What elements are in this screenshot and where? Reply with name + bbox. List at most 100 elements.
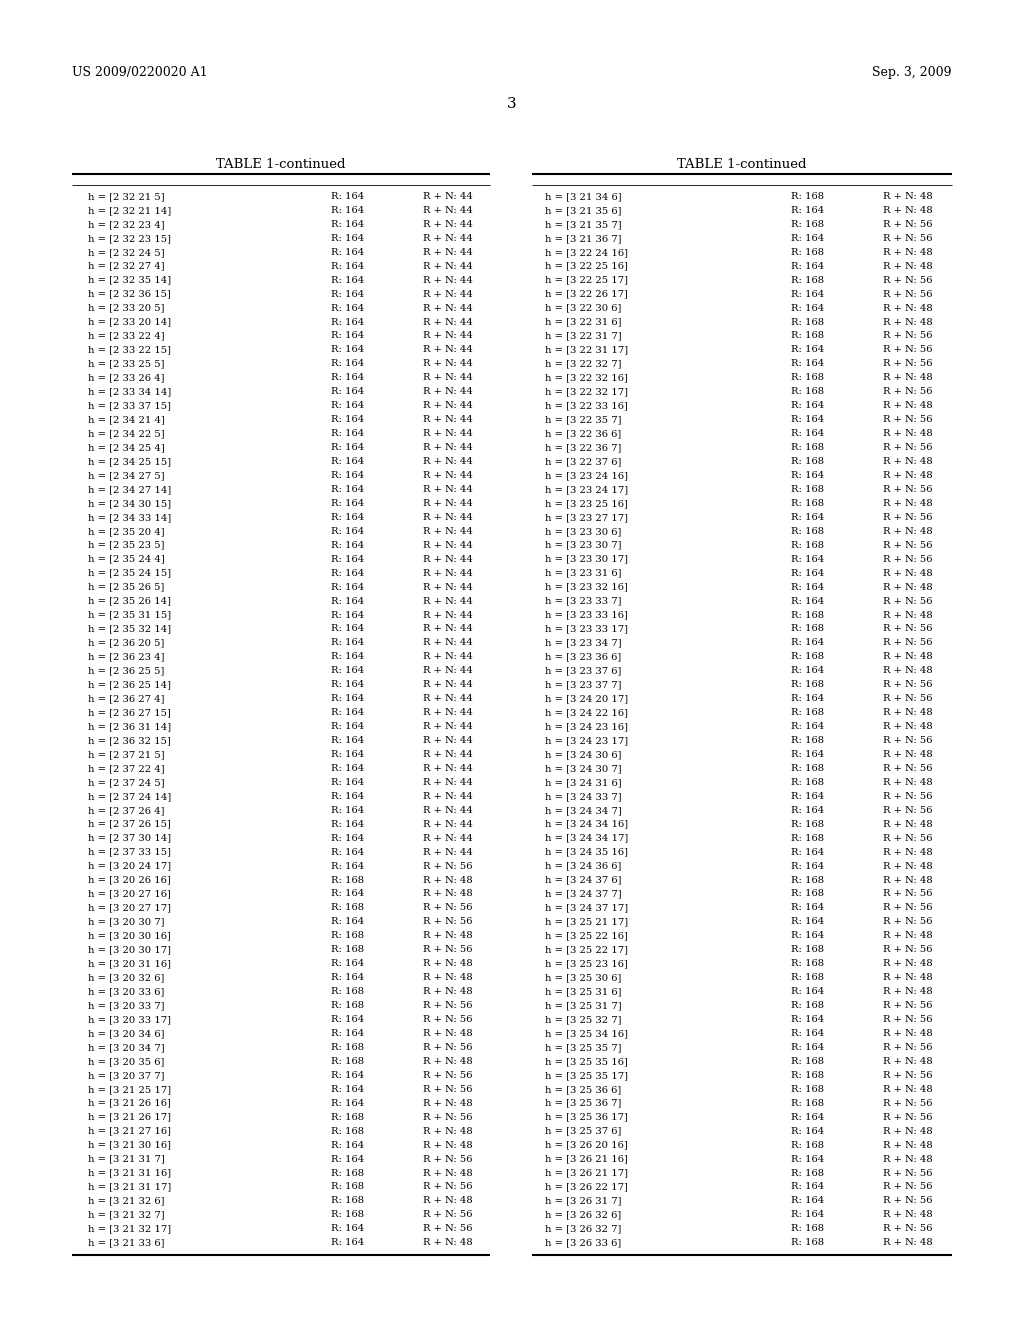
Text: R + N: 48: R + N: 48	[883, 318, 933, 326]
Text: h = [3 20 24 17]: h = [3 20 24 17]	[88, 862, 171, 871]
Text: h = [3 22 35 7]: h = [3 22 35 7]	[545, 416, 622, 424]
Text: R + N: 56: R + N: 56	[884, 554, 933, 564]
Text: R: 164: R: 164	[332, 722, 365, 731]
Text: R + N: 48: R + N: 48	[423, 1127, 473, 1135]
Text: h = [3 20 33 6]: h = [3 20 33 6]	[88, 987, 165, 997]
Text: R + N: 44: R + N: 44	[423, 792, 473, 801]
Text: R + N: 56: R + N: 56	[423, 862, 473, 871]
Text: R: 164: R: 164	[792, 917, 824, 927]
Text: R: 164: R: 164	[332, 1238, 365, 1247]
Text: h = [3 23 33 7]: h = [3 23 33 7]	[545, 597, 622, 606]
Text: h = [3 26 32 6]: h = [3 26 32 6]	[545, 1210, 622, 1220]
Text: h = [3 21 36 7]: h = [3 21 36 7]	[545, 234, 622, 243]
Text: R + N: 48: R + N: 48	[883, 777, 933, 787]
Text: R: 164: R: 164	[792, 862, 824, 871]
Text: R: 164: R: 164	[332, 416, 365, 424]
Text: h = [3 22 25 16]: h = [3 22 25 16]	[545, 261, 628, 271]
Text: h = [3 26 33 6]: h = [3 26 33 6]	[545, 1238, 622, 1247]
Text: R + N: 44: R + N: 44	[423, 820, 473, 829]
Text: R: 164: R: 164	[792, 401, 824, 411]
Text: R + N: 44: R + N: 44	[423, 471, 473, 480]
Text: h = [3 22 30 6]: h = [3 22 30 6]	[545, 304, 622, 313]
Text: h = [2 37 21 5]: h = [2 37 21 5]	[88, 750, 165, 759]
Text: R: 168: R: 168	[792, 1238, 824, 1247]
Text: h = [2 36 20 5]: h = [2 36 20 5]	[88, 639, 165, 647]
Text: R + N: 56: R + N: 56	[884, 513, 933, 521]
Text: h = [3 26 32 7]: h = [3 26 32 7]	[545, 1225, 622, 1233]
Text: R + N: 56: R + N: 56	[884, 1183, 933, 1192]
Text: h = [3 20 33 17]: h = [3 20 33 17]	[88, 1015, 171, 1024]
Text: h = [3 21 33 6]: h = [3 21 33 6]	[88, 1238, 165, 1247]
Text: h = [3 21 32 17]: h = [3 21 32 17]	[88, 1225, 171, 1233]
Text: R + N: 56: R + N: 56	[884, 890, 933, 899]
Text: R + N: 44: R + N: 44	[423, 261, 473, 271]
Text: h = [3 22 31 7]: h = [3 22 31 7]	[545, 331, 622, 341]
Text: h = [2 32 35 14]: h = [2 32 35 14]	[88, 276, 171, 285]
Text: R + N: 48: R + N: 48	[883, 960, 933, 969]
Text: R: 168: R: 168	[792, 737, 824, 744]
Text: R: 168: R: 168	[332, 1043, 365, 1052]
Text: h = [3 21 32 7]: h = [3 21 32 7]	[88, 1210, 165, 1220]
Text: R + N: 44: R + N: 44	[423, 610, 473, 619]
Text: h = [2 34 27 5]: h = [2 34 27 5]	[88, 471, 165, 480]
Text: R + N: 48: R + N: 48	[883, 875, 933, 884]
Text: R: 164: R: 164	[332, 652, 365, 661]
Text: R: 164: R: 164	[332, 331, 365, 341]
Text: R + N: 44: R + N: 44	[423, 527, 473, 536]
Text: h = [3 23 33 16]: h = [3 23 33 16]	[545, 610, 628, 619]
Text: R: 164: R: 164	[792, 639, 824, 647]
Text: R: 168: R: 168	[792, 541, 824, 549]
Text: h = [3 24 23 16]: h = [3 24 23 16]	[545, 722, 628, 731]
Text: R + N: 44: R + N: 44	[423, 777, 473, 787]
Text: R + N: 56: R + N: 56	[884, 331, 933, 341]
Text: h = [2 36 32 15]: h = [2 36 32 15]	[88, 737, 171, 744]
Text: R + N: 48: R + N: 48	[883, 582, 933, 591]
Text: R + N: 48: R + N: 48	[883, 191, 933, 201]
Text: R: 164: R: 164	[332, 777, 365, 787]
Text: R + N: 48: R + N: 48	[883, 820, 933, 829]
Text: R + N: 56: R + N: 56	[884, 1043, 933, 1052]
Text: R: 164: R: 164	[792, 903, 824, 912]
Text: R: 164: R: 164	[332, 890, 365, 899]
Text: h = [2 34 33 14]: h = [2 34 33 14]	[88, 513, 171, 521]
Text: R: 168: R: 168	[332, 1113, 365, 1122]
Text: R + N: 56: R + N: 56	[884, 597, 933, 606]
Text: h = [2 32 36 15]: h = [2 32 36 15]	[88, 289, 171, 298]
Text: R: 164: R: 164	[332, 694, 365, 704]
Text: h = [3 24 37 6]: h = [3 24 37 6]	[545, 875, 622, 884]
Text: h = [3 20 34 6]: h = [3 20 34 6]	[88, 1030, 165, 1038]
Text: R + N: 44: R + N: 44	[423, 737, 473, 744]
Text: R: 164: R: 164	[332, 1085, 365, 1094]
Text: R + N: 48: R + N: 48	[883, 304, 933, 313]
Text: h = [2 33 25 5]: h = [2 33 25 5]	[88, 359, 165, 368]
Text: R + N: 56: R + N: 56	[884, 276, 933, 285]
Text: h = [2 34 22 5]: h = [2 34 22 5]	[88, 429, 165, 438]
Text: R: 164: R: 164	[792, 471, 824, 480]
Text: R + N: 44: R + N: 44	[423, 847, 473, 857]
Text: h = [2 37 26 4]: h = [2 37 26 4]	[88, 805, 165, 814]
Text: R + N: 48: R + N: 48	[883, 1057, 933, 1067]
Text: h = [2 35 31 15]: h = [2 35 31 15]	[88, 610, 171, 619]
Text: R + N: 48: R + N: 48	[883, 206, 933, 215]
Text: R: 164: R: 164	[332, 750, 365, 759]
Text: h = [3 20 31 16]: h = [3 20 31 16]	[88, 960, 171, 969]
Text: R + N: 56: R + N: 56	[884, 541, 933, 549]
Text: h = [3 22 32 17]: h = [3 22 32 17]	[545, 387, 628, 396]
Text: R: 164: R: 164	[792, 234, 824, 243]
Text: R + N: 56: R + N: 56	[884, 624, 933, 634]
Text: US 2009/0220020 A1: US 2009/0220020 A1	[72, 66, 208, 79]
Text: R: 164: R: 164	[792, 261, 824, 271]
Text: R: 168: R: 168	[332, 875, 365, 884]
Text: h = [2 32 23 4]: h = [2 32 23 4]	[88, 220, 165, 228]
Text: R: 168: R: 168	[792, 1001, 824, 1010]
Text: R: 164: R: 164	[792, 513, 824, 521]
Text: TABLE 1-continued: TABLE 1-continued	[216, 158, 346, 172]
Text: R: 164: R: 164	[332, 960, 365, 969]
Text: R + N: 56: R + N: 56	[884, 694, 933, 704]
Text: R + N: 48: R + N: 48	[423, 1098, 473, 1107]
Text: R: 164: R: 164	[332, 429, 365, 438]
Text: R: 168: R: 168	[792, 624, 824, 634]
Text: R: 164: R: 164	[332, 820, 365, 829]
Text: R + N: 48: R + N: 48	[423, 1168, 473, 1177]
Text: R: 168: R: 168	[332, 945, 365, 954]
